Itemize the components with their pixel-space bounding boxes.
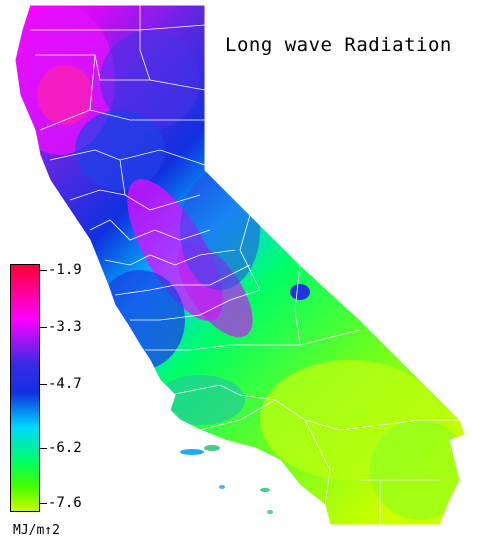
legend-units: MJ/m↑2 [13, 523, 60, 538]
legend-tick-label: -6.2 [48, 440, 82, 456]
map-title: Long wave Radiation [225, 34, 452, 56]
legend-tick [39, 448, 47, 449]
county-lines [30, 5, 460, 525]
legend-tick-label: -4.7 [48, 376, 82, 392]
legend-tick-label: -3.3 [48, 319, 82, 335]
legend-tick-label: -1.9 [48, 262, 82, 278]
channel-islands [180, 445, 273, 514]
state-outline [14, 4, 466, 526]
legend-tick-label: -7.6 [48, 495, 82, 511]
legend-tick [39, 384, 47, 385]
legend-tick [39, 327, 47, 328]
color-legend-bar [10, 264, 40, 512]
legend-tick [39, 503, 47, 504]
legend-tick [39, 270, 47, 271]
